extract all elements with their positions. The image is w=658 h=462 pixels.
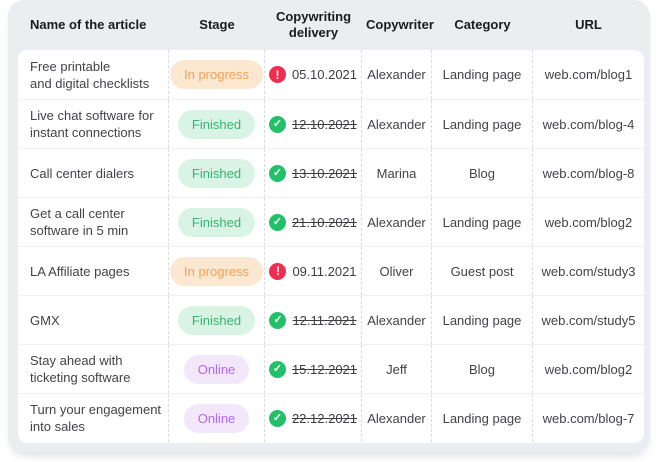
delivery-date: 12.11.2021 (292, 312, 357, 328)
copywriter-name: Alexander (362, 198, 432, 246)
stage-badge: Online (183, 354, 250, 384)
article-url: web.com/blog-4 (542, 116, 635, 132)
column-header-category: Category (454, 17, 511, 32)
copywriter-name: Alexander (362, 100, 432, 148)
stage-cell: Finished (169, 149, 265, 197)
stage-badge: In progress (169, 60, 264, 89)
delivery-cell: ✓ 12.10.2021 (265, 100, 362, 148)
check-circle-icon: ✓ (268, 360, 286, 378)
delivery-date: 13.10.2021 (291, 165, 358, 181)
copywriter-name: Oliver (362, 247, 432, 295)
article-url: web.com/blog-7 (542, 410, 635, 426)
table-header: Name of the article Stage Copywriting de… (8, 0, 650, 50)
stage-badge: Finished (177, 207, 256, 237)
article-url: web.com/blog-8 (542, 165, 635, 181)
table-row[interactable]: Stay ahead with ticketing software Online… (18, 344, 644, 393)
table-row[interactable]: Turn your engagement into sales Online ✓ … (18, 393, 644, 442)
column-header-url: URL (575, 17, 602, 32)
column-header-copywriting-delivery: Copywriting delivery (275, 9, 352, 40)
delivery-date: 05.10.2021 (291, 67, 358, 82)
category-label: Blog (432, 345, 533, 393)
alert-circle-icon: ! (268, 66, 286, 83)
delivery-cell: ✓ 15.12.2021 (265, 345, 362, 393)
table-row[interactable]: Call center dialers Finished ✓ 13.10.202… (18, 148, 644, 197)
stage-badge: Finished (177, 109, 256, 139)
delivery-date: 09.11.2021 (292, 263, 357, 279)
table-body: Free printable and digital checklists In … (18, 50, 644, 443)
delivery-cell: ✓ 21.10.2021 (265, 198, 362, 246)
delivery-cell: ✓ 12.11.2021 (265, 296, 362, 344)
category-label: Landing page (432, 50, 533, 99)
table-row[interactable]: Get a call center software in 5 min Finis… (18, 197, 644, 246)
stage-badge: Finished (177, 158, 256, 188)
article-name: Turn your engagement into sales (18, 394, 169, 442)
stage-cell: Finished (169, 198, 265, 246)
column-header-article-name: Name of the article (30, 17, 147, 32)
article-name: Free printable and digital checklists (18, 50, 169, 99)
delivery-date: 22.12.2021 (291, 410, 358, 426)
article-name: LA Affiliate pages (18, 247, 169, 295)
check-circle-icon: ✓ (268, 409, 286, 427)
article-url: web.com/blog2 (544, 214, 633, 230)
check-circle-icon: ✓ (268, 115, 286, 133)
article-name: Call center dialers (18, 149, 169, 197)
category-label: Landing page (432, 394, 533, 442)
copywriter-name: Alexander (362, 50, 432, 99)
stage-cell: Finished (169, 296, 265, 344)
delivery-date: 21.10.2021 (291, 214, 358, 230)
delivery-cell: ! 09.11.2021 (265, 247, 362, 295)
check-circle-icon: ✓ (268, 164, 286, 182)
copywriter-name: Alexander (362, 394, 432, 442)
stage-cell: Finished (169, 100, 265, 148)
check-circle-icon: ✓ (269, 311, 287, 329)
delivery-date: 12.10.2021 (291, 116, 358, 132)
delivery-cell: ✓ 13.10.2021 (265, 149, 362, 197)
article-name: GMX (18, 296, 169, 344)
copywriter-name: Marina (362, 149, 432, 197)
delivery-cell: ! 05.10.2021 (265, 50, 362, 99)
category-label: Blog (432, 149, 533, 197)
stage-badge: Finished (177, 305, 256, 335)
article-name: Stay ahead with ticketing software (18, 345, 169, 393)
column-header-copywriter: Copywriter (366, 17, 434, 32)
check-circle-icon: ✓ (268, 213, 286, 231)
category-label: Landing page (432, 100, 533, 148)
table-row[interactable]: Live chat software for instant connection… (18, 99, 644, 148)
article-name: Live chat software for instant connection… (18, 100, 169, 148)
stage-cell: Online (169, 394, 265, 442)
copywriter-name: Jeff (362, 345, 432, 393)
category-label: Landing page (432, 198, 533, 246)
stage-badge: In progress (169, 256, 264, 286)
column-header-stage: Stage (199, 17, 235, 32)
table-row[interactable]: Free printable and digital checklists In … (18, 50, 644, 99)
stage-cell: In progress (169, 247, 265, 295)
alert-circle-icon: ! (269, 262, 287, 280)
category-label: Landing page (432, 296, 533, 344)
article-url: web.com/study3 (541, 263, 636, 279)
article-name: Get a call center software in 5 min (18, 198, 169, 246)
category-label: Guest post (432, 247, 533, 295)
content-table-card: Name of the article Stage Copywriting de… (8, 0, 650, 452)
table-row[interactable]: LA Affiliate pages In progress ! 09.11.2… (18, 246, 644, 295)
delivery-date: 15.12.2021 (291, 361, 358, 377)
table-row[interactable]: GMX Finished ✓ 12.11.2021 Alexander Land… (18, 295, 644, 344)
stage-cell: Online (169, 345, 265, 393)
copywriter-name: Alexander (362, 296, 432, 344)
stage-badge: Online (183, 403, 250, 433)
delivery-cell: ✓ 22.12.2021 (265, 394, 362, 442)
stage-cell: In progress (169, 50, 265, 99)
article-url: web.com/blog2 (544, 361, 633, 377)
article-url: web.com/blog1 (544, 67, 633, 82)
article-url: web.com/study5 (541, 312, 636, 328)
